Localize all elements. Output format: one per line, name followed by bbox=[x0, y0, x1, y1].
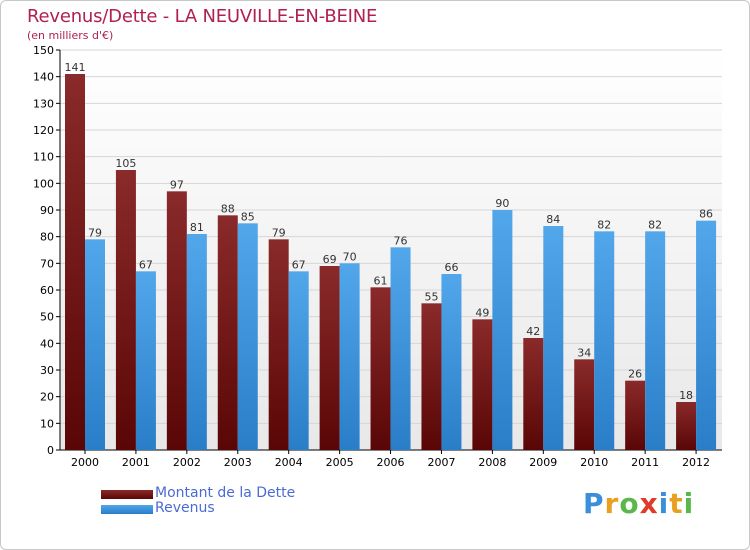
bar-debt bbox=[65, 74, 85, 450]
bar-revenue bbox=[288, 271, 309, 450]
y-tick-label: 140 bbox=[33, 71, 54, 84]
bar-revenue bbox=[85, 239, 105, 450]
logo-letter: i bbox=[683, 487, 695, 520]
bar-debt bbox=[268, 239, 289, 450]
logo-letter: r bbox=[604, 487, 620, 520]
data-label-debt: 69 bbox=[323, 253, 337, 266]
y-tick-label: 20 bbox=[40, 391, 54, 404]
y-tick-label: 10 bbox=[40, 417, 54, 430]
bar-debt bbox=[217, 215, 238, 450]
legend-swatch-debt bbox=[101, 490, 153, 499]
bar-revenue bbox=[339, 263, 360, 450]
data-label-revenue: 67 bbox=[139, 258, 153, 271]
data-label-debt: 97 bbox=[170, 178, 184, 191]
y-tick-label: 110 bbox=[33, 151, 54, 164]
x-tick-label: 2000 bbox=[71, 456, 99, 469]
legend-label-debt: Montant de la Dette bbox=[155, 485, 296, 501]
bar-revenue bbox=[441, 274, 462, 450]
bar-debt bbox=[319, 266, 340, 450]
bar-debt bbox=[625, 380, 646, 450]
x-tick-label: 2008 bbox=[478, 456, 506, 469]
y-tick-label: 130 bbox=[33, 97, 54, 110]
x-tick-label: 2004 bbox=[275, 456, 303, 469]
logo-letter: o bbox=[619, 487, 640, 520]
bar-revenue bbox=[135, 271, 156, 450]
logo-letter: t bbox=[669, 487, 684, 520]
data-label-debt: 49 bbox=[475, 306, 489, 319]
legend-swatch-revenue bbox=[101, 505, 153, 514]
bar-debt bbox=[574, 359, 595, 450]
bar-debt bbox=[370, 287, 391, 450]
data-label-debt: 42 bbox=[526, 325, 540, 338]
logo-letter: P bbox=[583, 487, 605, 520]
logo-letter: x bbox=[639, 487, 659, 520]
y-tick-label: 120 bbox=[33, 124, 54, 137]
bar-revenue bbox=[390, 247, 411, 450]
x-tick-label: 2009 bbox=[529, 456, 557, 469]
bar-debt bbox=[166, 191, 187, 451]
data-label-revenue: 76 bbox=[394, 234, 408, 247]
data-label-revenue: 86 bbox=[699, 208, 713, 221]
data-label-debt: 18 bbox=[679, 389, 693, 402]
bar-revenue bbox=[543, 226, 564, 450]
data-label-debt: 55 bbox=[424, 290, 438, 303]
chart-title: Revenus/Dette - LA NEUVILLE-EN-BEINE bbox=[27, 6, 378, 27]
data-label-debt: 34 bbox=[577, 346, 591, 359]
bar-revenue bbox=[237, 223, 258, 450]
x-tick-label: 2010 bbox=[580, 456, 608, 469]
bar-revenue bbox=[492, 210, 513, 450]
bar-debt bbox=[676, 402, 697, 450]
chart-subtitle: (en milliers d'€) bbox=[27, 29, 114, 42]
y-tick-label: 150 bbox=[33, 44, 54, 57]
y-tick-label: 50 bbox=[40, 311, 54, 324]
bar-revenue bbox=[645, 231, 666, 450]
legend-label-revenue: Revenus bbox=[155, 500, 215, 516]
data-label-revenue: 70 bbox=[343, 250, 357, 263]
data-label-debt: 141 bbox=[65, 61, 86, 74]
x-tick-label: 2005 bbox=[326, 456, 354, 469]
data-label-debt: 105 bbox=[115, 157, 136, 170]
x-tick-label: 2012 bbox=[682, 456, 710, 469]
x-tick-label: 2007 bbox=[427, 456, 455, 469]
x-tick-label: 2011 bbox=[631, 456, 659, 469]
logo-letter: i bbox=[658, 487, 670, 520]
y-tick-label: 40 bbox=[40, 337, 54, 350]
data-label-revenue: 81 bbox=[190, 221, 204, 234]
x-tick-label: 2001 bbox=[122, 456, 150, 469]
data-label-revenue: 84 bbox=[546, 213, 560, 226]
data-label-debt: 26 bbox=[628, 368, 642, 381]
y-tick-label: 100 bbox=[33, 177, 54, 190]
data-label-debt: 79 bbox=[272, 226, 286, 239]
bar-revenue bbox=[186, 234, 207, 450]
data-label-revenue: 67 bbox=[292, 258, 306, 271]
y-tick-label: 70 bbox=[40, 257, 54, 270]
data-label-revenue: 82 bbox=[597, 218, 611, 231]
bar-revenue bbox=[696, 220, 717, 450]
bar-debt bbox=[523, 338, 544, 450]
y-tick-label: 0 bbox=[47, 444, 54, 457]
data-label-revenue: 79 bbox=[88, 226, 102, 239]
bar-debt bbox=[421, 303, 442, 450]
x-tick-label: 2002 bbox=[173, 456, 201, 469]
data-label-revenue: 90 bbox=[495, 197, 509, 210]
bar-debt bbox=[472, 319, 493, 450]
y-tick-label: 90 bbox=[40, 204, 54, 217]
bar-debt bbox=[115, 170, 136, 450]
proxiti-logo: Proxiti bbox=[583, 487, 694, 520]
data-label-debt: 88 bbox=[221, 202, 235, 215]
data-label-revenue: 66 bbox=[444, 261, 458, 274]
bar-revenue bbox=[594, 231, 615, 450]
x-tick-label: 2003 bbox=[224, 456, 252, 469]
y-tick-label: 60 bbox=[40, 284, 54, 297]
y-tick-label: 30 bbox=[40, 364, 54, 377]
data-label-revenue: 85 bbox=[241, 210, 255, 223]
data-label-debt: 61 bbox=[374, 274, 388, 287]
y-tick-label: 80 bbox=[40, 231, 54, 244]
data-label-revenue: 82 bbox=[648, 218, 662, 231]
x-tick-label: 2006 bbox=[377, 456, 405, 469]
